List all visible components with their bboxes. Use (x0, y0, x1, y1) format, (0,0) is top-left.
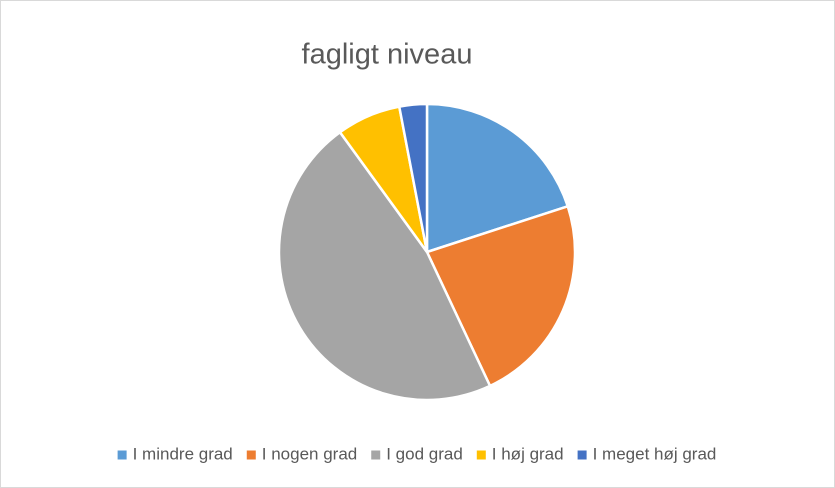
chart-title: fagligt niveau (302, 39, 473, 71)
legend-swatch (476, 450, 486, 460)
pie-slice (425, 204, 577, 388)
legend-label: I god grad (386, 444, 463, 463)
legend-label: I høj grad (492, 444, 564, 463)
legend-label: I meget høj grad (593, 444, 717, 463)
legend-swatch (371, 450, 381, 460)
pie-slice (277, 130, 492, 402)
legend-label: I mindre grad (133, 444, 233, 463)
legend-swatch (117, 450, 127, 460)
legend-swatch (246, 450, 256, 460)
pie-slice (397, 102, 429, 253)
legend-swatch (577, 450, 587, 460)
pie-slice (425, 102, 570, 254)
legend-label: I nogen grad (262, 444, 357, 463)
